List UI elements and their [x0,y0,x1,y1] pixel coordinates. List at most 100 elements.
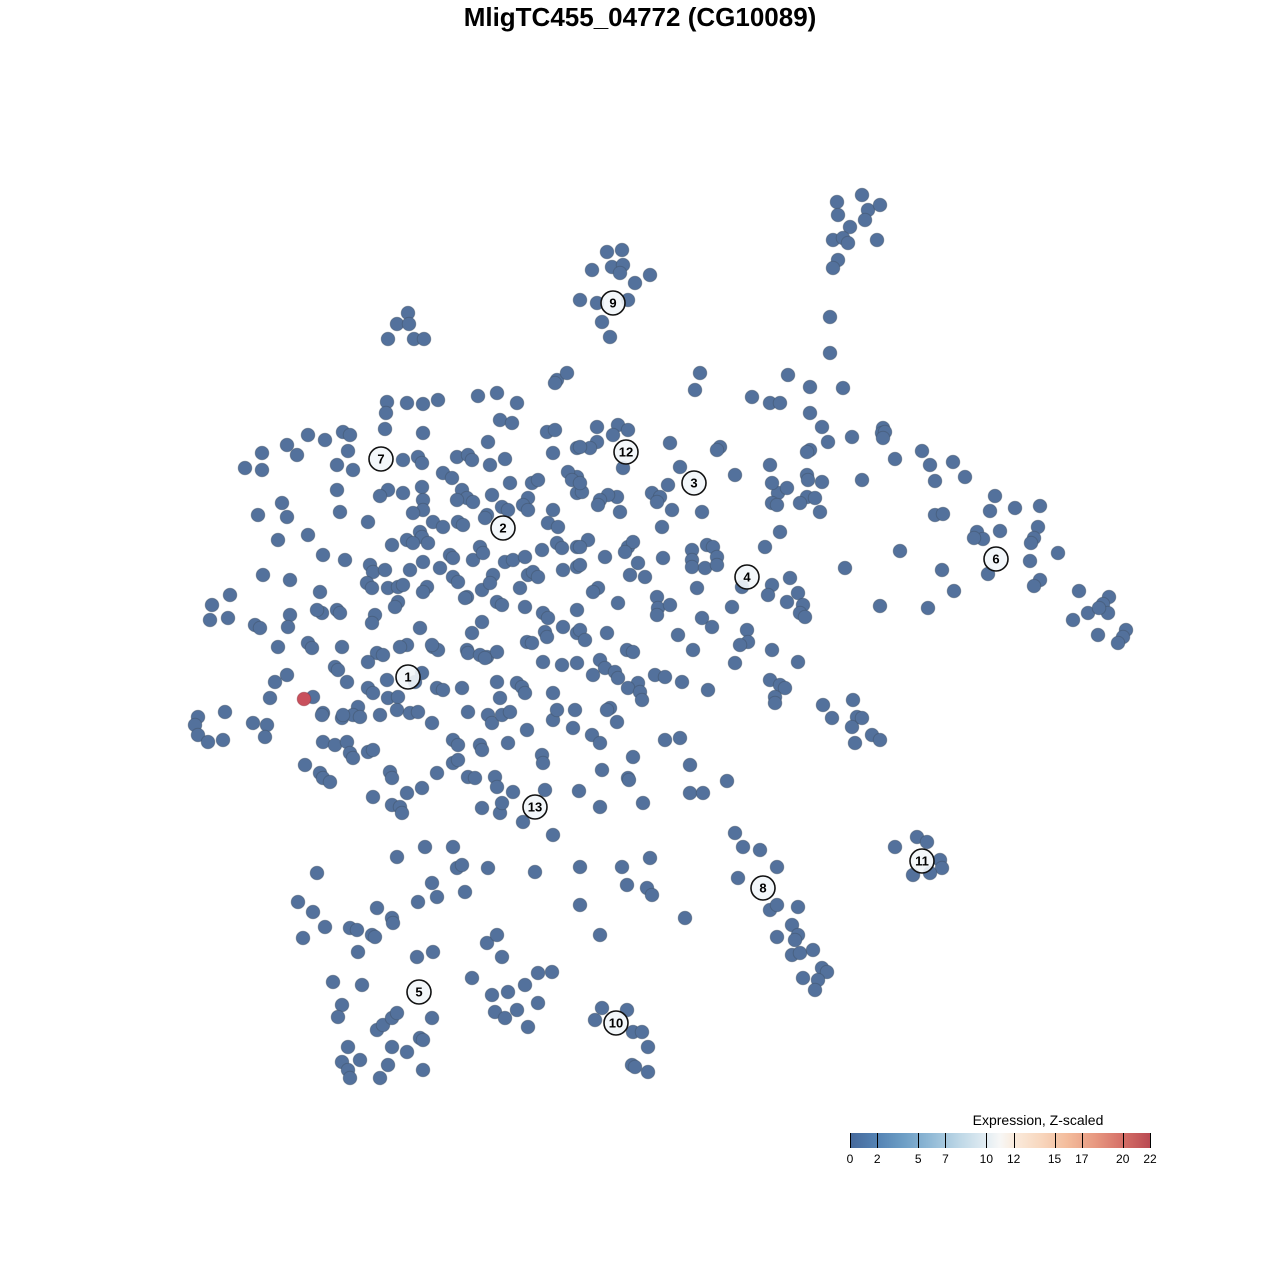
data-point [812,504,828,520]
data-point [342,1070,358,1086]
data-point [519,722,535,738]
data-point [547,422,563,438]
data-point [345,462,361,478]
data-point [637,569,653,585]
data-point [317,432,333,448]
data-point [365,685,381,701]
data-point [274,495,290,511]
data-point [692,365,708,381]
data-point [385,915,401,931]
data-point [365,789,381,805]
data-point [572,539,588,555]
data-point [430,392,446,408]
data-point [547,375,563,391]
data-point [584,262,600,278]
data-point [844,429,860,445]
cluster-label-circle [681,470,707,496]
data-point [457,884,473,900]
data-point [494,949,510,965]
cluster-label-text: 5 [415,985,422,1000]
data-point [1032,498,1048,514]
data-point [682,757,698,773]
data-point [660,477,676,493]
data-point [620,422,636,438]
data-point [987,488,1003,504]
data-point [559,365,575,381]
data-point [245,715,261,731]
data-point [295,930,311,946]
data-point [815,697,831,713]
data-point [597,549,613,565]
data-point [814,474,830,490]
data-point [807,982,823,998]
data-point [215,732,231,748]
data-point [537,782,553,798]
data-point [415,584,431,600]
data-point [390,689,406,705]
data-point [337,552,353,568]
data-point [535,654,551,670]
data-point [872,732,888,748]
data-point [555,619,571,635]
data-point [222,587,238,603]
cluster-label-8: 8 [750,875,776,901]
data-point [919,834,935,850]
data-point [625,749,641,765]
data-point [914,443,930,459]
data-point [687,382,703,398]
data-point [572,292,588,308]
data-point [489,385,505,401]
data-point [317,919,333,935]
data-point [544,964,560,980]
data-point [254,462,270,478]
data-point [329,482,345,498]
data-point [605,427,621,443]
data-point [819,964,835,980]
data-point [435,519,451,535]
data-point [484,987,500,1003]
data-point [360,654,376,670]
data-point [392,639,408,655]
data-point [345,750,361,766]
data-point [378,405,394,421]
data-point [550,519,566,535]
data-point [470,388,486,404]
data-point [534,542,550,558]
data-point [372,707,388,723]
data-point [592,799,608,815]
data-point [585,584,601,600]
data-point [697,560,713,576]
data-point [384,1039,400,1055]
data-point [614,859,630,875]
data-point [455,517,471,533]
data-point [694,504,710,520]
data-point [922,457,938,473]
cluster-label-11: 11 [909,848,935,874]
data-point [1022,553,1038,569]
data-point [957,469,973,485]
data-point [464,625,480,641]
data-point [592,927,608,943]
data-point [279,437,295,453]
data-point [410,704,426,720]
data-point [492,412,508,428]
data-point [572,859,588,875]
data-point [684,559,700,575]
data-point [590,497,606,513]
data-point [627,275,643,291]
data-point [805,942,821,958]
data-point [424,637,440,653]
data-point [395,485,411,501]
cluster-label-text: 11 [915,854,929,869]
data-point [417,839,433,855]
cluster-label-circle [406,979,432,1005]
data-point [589,419,605,435]
data-point [492,690,508,706]
data-point [270,639,286,655]
data-point [545,827,561,843]
data-point [454,857,470,873]
data-point [509,1002,525,1018]
data-point [364,580,380,596]
data-point [797,609,813,625]
